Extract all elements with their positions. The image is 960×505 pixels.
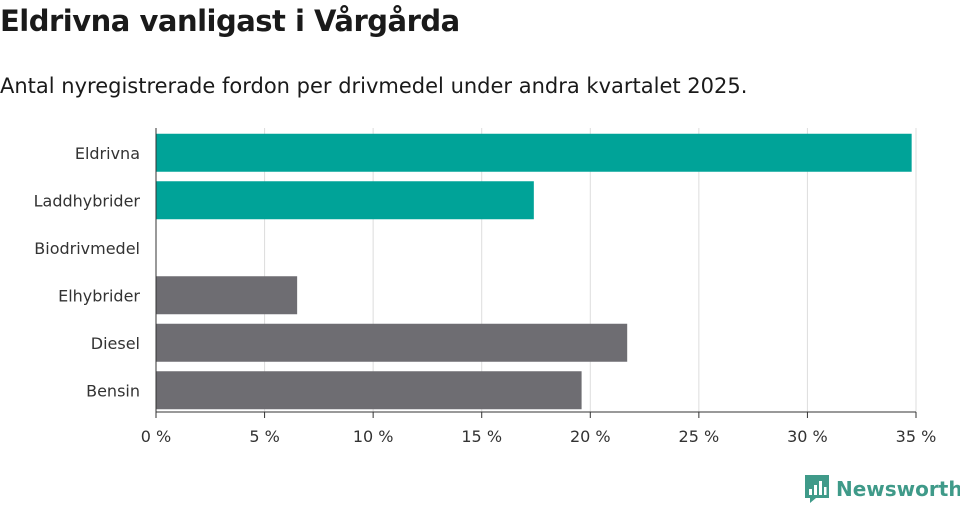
category-label: Laddhybrider <box>34 191 141 210</box>
bar-laddhybrider[interactable] <box>156 181 534 220</box>
category-label: Biodrivmedel <box>34 239 140 258</box>
bar-bensin[interactable] <box>156 371 582 410</box>
category-labels: Eldrivna Laddhybrider Biodrivmedel Elhybrid… <box>34 144 141 401</box>
category-label: Bensin <box>86 381 140 400</box>
bars <box>156 133 912 410</box>
x-tick-label: 5 % <box>249 427 279 446</box>
newsworthy-logo[interactable]: Newsworthy <box>804 474 960 504</box>
chart-title: Eldrivna vanligast i Vårgårda <box>0 4 460 38</box>
x-tick-label: 0 % <box>141 427 171 446</box>
category-label: Elhybrider <box>58 286 140 305</box>
x-tick-label: 25 % <box>679 427 720 446</box>
x-tick-label: 35 % <box>896 427 937 446</box>
x-tick-label: 20 % <box>570 427 611 446</box>
category-label: Diesel <box>91 334 140 353</box>
brand-name: Newsworthy <box>836 477 960 501</box>
x-tick-label: 10 % <box>353 427 394 446</box>
x-tick-label: 30 % <box>787 427 828 446</box>
bar-diesel[interactable] <box>156 323 628 362</box>
gridlines <box>264 128 917 412</box>
x-axis: 0 % 5 % 10 % 15 % 20 % 25 % 30 % 35 % <box>141 128 937 446</box>
bar-elhybrider[interactable] <box>156 276 298 315</box>
bar-eldrivna[interactable] <box>156 133 912 172</box>
chart-subtitle: Antal nyregistrerade fordon per drivmede… <box>0 74 748 98</box>
category-label: Eldrivna <box>75 144 140 163</box>
newsworthy-logo-icon <box>805 475 829 503</box>
x-tick-label: 15 % <box>461 427 502 446</box>
